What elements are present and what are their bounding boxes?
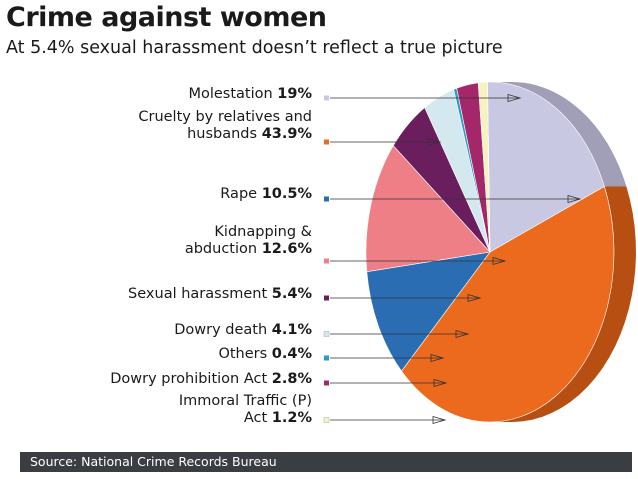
slice-marker-8 bbox=[324, 380, 329, 386]
pie-depth-2 bbox=[490, 186, 636, 422]
slice-label-9-line-2: Act 1.2% bbox=[244, 410, 313, 426]
slice-marker-3 bbox=[324, 196, 329, 202]
slice-label-9-line-1: Immoral Traffic (P) bbox=[179, 393, 312, 409]
pie-labels: Molestation 19% Cruelty by relatives andh… bbox=[110, 86, 582, 426]
source-bar: Source: National Crime Records Bureau bbox=[20, 452, 632, 472]
slice-value-8: 2.8% bbox=[272, 371, 313, 387]
slice-label-5: Sexual harassment 5.4% bbox=[128, 286, 312, 302]
pie-slice-4 bbox=[365, 145, 491, 273]
pie-chart: Molestation 19% Cruelty by relatives andh… bbox=[110, 81, 636, 426]
leader-arrow-2 bbox=[427, 137, 442, 147]
leader-arrow-3 bbox=[567, 194, 582, 204]
leader-arrow-1 bbox=[507, 93, 522, 103]
slice-value-1: 19% bbox=[277, 86, 312, 102]
leader-arrow-4 bbox=[492, 256, 507, 266]
leader-arrow-8 bbox=[433, 378, 448, 388]
pie-slice-3 bbox=[366, 251, 491, 372]
leader-arrow-5 bbox=[467, 293, 482, 303]
leader-arrow-9 bbox=[432, 415, 447, 425]
pie-slice-9 bbox=[477, 81, 491, 253]
pie-depth-1 bbox=[490, 82, 627, 187]
slice-value-4: 12.6% bbox=[262, 241, 313, 257]
pie-slice-2 bbox=[401, 186, 615, 423]
slice-label-8: Dowry prohibition Act 2.8% bbox=[110, 371, 312, 387]
slice-marker-4 bbox=[324, 258, 329, 264]
pie-slices bbox=[365, 81, 615, 423]
leader-arrow-7 bbox=[430, 353, 445, 363]
slice-label-2-line-2: husbands 43.9% bbox=[187, 126, 312, 142]
slice-label-1: Molestation 19% bbox=[188, 86, 312, 102]
slice-marker-6 bbox=[323, 331, 330, 337]
slice-label-3: Rape 10.5% bbox=[220, 186, 312, 202]
slice-marker-1 bbox=[324, 95, 329, 101]
leader-arrow-6 bbox=[455, 329, 470, 339]
pie-depth-group bbox=[490, 82, 636, 422]
slice-marker-5 bbox=[324, 295, 329, 301]
chart-subtitle: At 5.4% sexual harassment doesn’t reflec… bbox=[6, 38, 503, 58]
slice-marker-7 bbox=[324, 355, 329, 361]
pie-slice-1 bbox=[487, 81, 605, 253]
slice-value-6: 4.1% bbox=[272, 322, 313, 338]
slice-label-2-line-1: Cruelty by relatives and bbox=[138, 109, 312, 125]
slice-marker-9 bbox=[323, 417, 330, 423]
slice-value-3: 10.5% bbox=[262, 186, 313, 202]
slice-value-9: 1.2% bbox=[272, 410, 313, 426]
slice-label-4-line-1: Kidnapping & bbox=[214, 224, 312, 240]
slice-value-7: 0.4% bbox=[272, 346, 313, 362]
chart-title: Crime against women bbox=[6, 2, 327, 33]
slice-value-2: 43.9% bbox=[262, 126, 313, 142]
slice-label-6: Dowry death 4.1% bbox=[174, 322, 312, 338]
slice-marker-2 bbox=[324, 139, 329, 145]
source-text: Source: National Crime Records Bureau bbox=[30, 454, 277, 469]
slice-label-7: Others 0.4% bbox=[218, 346, 312, 362]
slice-label-4-line-2: abduction 12.6% bbox=[185, 241, 313, 257]
slice-value-5: 5.4% bbox=[272, 286, 313, 302]
